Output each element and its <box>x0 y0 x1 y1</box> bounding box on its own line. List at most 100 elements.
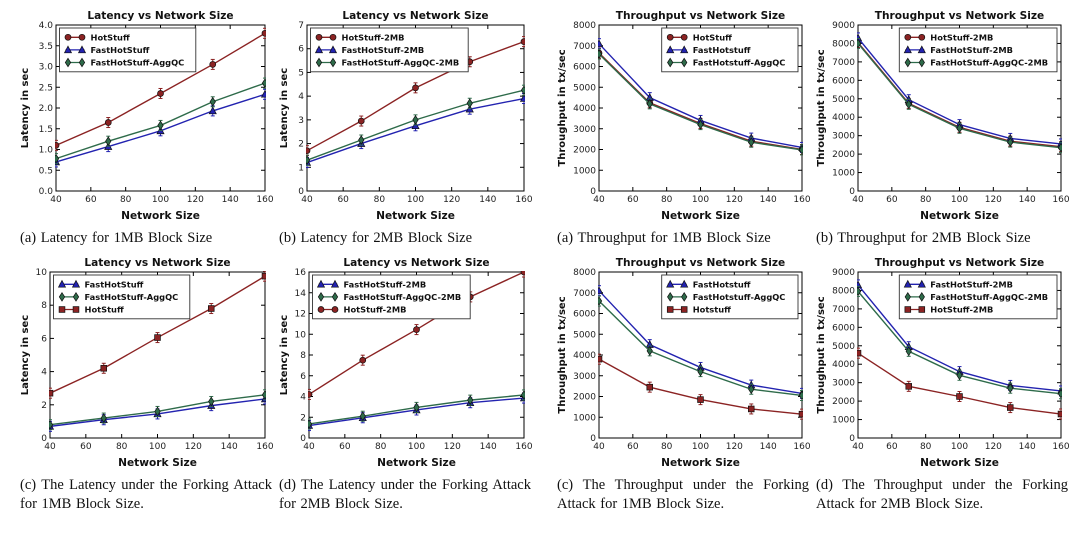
svg-text:7000: 7000 <box>573 288 596 298</box>
svg-text:3.5: 3.5 <box>39 42 53 52</box>
svg-text:FastHotStuff-2MB: FastHotStuff-2MB <box>342 45 425 55</box>
svg-text:14: 14 <box>295 288 307 298</box>
svg-text:9000: 9000 <box>832 268 855 278</box>
svg-text:0: 0 <box>590 434 596 444</box>
svg-text:140: 140 <box>222 195 239 205</box>
svg-text:2000: 2000 <box>832 397 855 407</box>
svg-text:3000: 3000 <box>832 378 855 388</box>
svg-text:140: 140 <box>760 442 777 452</box>
svg-text:HotStuff-2MB: HotStuff-2MB <box>930 32 993 42</box>
svg-text:Latency vs Network Size: Latency vs Network Size <box>343 257 489 269</box>
svg-text:160: 160 <box>515 195 532 205</box>
svg-text:3000: 3000 <box>832 132 855 142</box>
svg-text:0.0: 0.0 <box>39 187 54 197</box>
svg-text:4.0: 4.0 <box>39 21 54 31</box>
figure-panel: Latency vs Network Size Latency in sec Net… <box>18 8 1070 515</box>
svg-text:100: 100 <box>408 442 425 452</box>
svg-text:5000: 5000 <box>832 341 855 351</box>
svg-text:3: 3 <box>298 116 304 126</box>
svg-text:40: 40 <box>593 195 605 205</box>
svg-text:Throughput vs Network Size: Throughput vs Network Size <box>875 257 1044 269</box>
svg-text:0: 0 <box>849 187 855 197</box>
svg-text:80: 80 <box>374 195 386 205</box>
svg-text:80: 80 <box>661 195 673 205</box>
svg-text:60: 60 <box>627 442 639 452</box>
svg-text:9000: 9000 <box>832 21 855 31</box>
svg-text:Network Size: Network Size <box>920 457 999 469</box>
svg-text:7: 7 <box>298 21 304 31</box>
svg-text:FastHotStuff-2MB: FastHotStuff-2MB <box>930 279 1013 289</box>
svg-text:1000: 1000 <box>573 413 596 423</box>
svg-text:100: 100 <box>149 442 166 452</box>
figure-latency-forking-2mb: Latency vs Network Size Latency in sec Net… <box>277 255 533 515</box>
svg-text:5000: 5000 <box>573 330 596 340</box>
svg-text:100: 100 <box>152 195 169 205</box>
svg-text:FastHotStuff-AggQC-2MB: FastHotStuff-AggQC-2MB <box>342 58 460 68</box>
svg-text:FastHotStuff: FastHotStuff <box>85 279 144 289</box>
svg-text:140: 140 <box>760 195 777 205</box>
svg-text:40: 40 <box>303 442 315 452</box>
svg-text:2000: 2000 <box>832 150 855 160</box>
svg-text:FastHotstuff: FastHotstuff <box>693 45 751 55</box>
svg-text:5000: 5000 <box>573 83 596 93</box>
svg-text:0: 0 <box>298 187 304 197</box>
svg-text:120: 120 <box>444 442 461 452</box>
svg-text:2000: 2000 <box>573 392 596 402</box>
svg-text:80: 80 <box>920 195 932 205</box>
svg-text:HotStuff-2MB: HotStuff-2MB <box>930 304 993 314</box>
svg-text:7000: 7000 <box>573 42 596 52</box>
caption-throughput-2mb: (b) Throughput for 2MB Block Size <box>816 230 1031 246</box>
svg-text:140: 140 <box>1019 442 1036 452</box>
svg-text:HotStuff-2MB: HotStuff-2MB <box>342 32 405 42</box>
caption-latency-2mb: (b) Latency for 2MB Block Size <box>279 230 473 246</box>
svg-text:Throughput vs Network Size: Throughput vs Network Size <box>616 257 785 269</box>
svg-text:2.5: 2.5 <box>39 83 53 93</box>
svg-text:40: 40 <box>44 442 56 452</box>
svg-text:7000: 7000 <box>832 304 855 314</box>
throughput-1mb-chart: Throughput vs Network Size Throughput in … <box>557 10 811 222</box>
svg-text:Latency in sec: Latency in sec <box>279 314 290 394</box>
svg-text:6000: 6000 <box>832 76 855 86</box>
latency-1mb-chart: Latency vs Network Size Latency in sec Net… <box>20 10 274 222</box>
svg-text:8: 8 <box>41 301 47 311</box>
svg-text:6000: 6000 <box>832 323 855 333</box>
svg-text:5000: 5000 <box>832 95 855 105</box>
svg-text:1000: 1000 <box>832 169 855 179</box>
svg-text:Throughput in tx/sec: Throughput in tx/sec <box>816 49 827 166</box>
svg-text:Network Size: Network Size <box>376 210 455 222</box>
svg-text:3.0: 3.0 <box>39 63 54 73</box>
svg-text:2: 2 <box>300 413 306 423</box>
svg-text:2000: 2000 <box>573 146 596 156</box>
svg-text:0: 0 <box>849 434 855 444</box>
svg-text:FastHotstuff-AggQC: FastHotstuff-AggQC <box>693 291 786 301</box>
svg-text:120: 120 <box>985 195 1002 205</box>
svg-text:HotStuff: HotStuff <box>693 32 732 42</box>
svg-text:160: 160 <box>793 195 810 205</box>
svg-text:60: 60 <box>339 442 351 452</box>
svg-text:160: 160 <box>256 442 273 452</box>
svg-text:2.0: 2.0 <box>39 104 54 114</box>
svg-text:100: 100 <box>692 195 709 205</box>
svg-text:2: 2 <box>298 140 304 150</box>
svg-text:120: 120 <box>187 195 204 205</box>
svg-text:140: 140 <box>480 442 497 452</box>
svg-text:HotStuff: HotStuff <box>85 304 124 314</box>
svg-text:8000: 8000 <box>832 286 855 296</box>
svg-text:12: 12 <box>295 309 306 319</box>
figure-latency-1mb: Latency vs Network Size Latency in sec Net… <box>18 8 274 249</box>
svg-text:80: 80 <box>116 442 128 452</box>
latency-forking-2mb-chart: Latency vs Network Size Latency in sec Net… <box>279 257 533 469</box>
svg-text:Latency in sec: Latency in sec <box>20 314 31 394</box>
svg-text:8000: 8000 <box>573 268 596 278</box>
caption-latency-forking-2mb: (d) The Latency under the Forking Attack… <box>279 476 531 513</box>
svg-text:40: 40 <box>852 195 864 205</box>
svg-text:0: 0 <box>300 434 306 444</box>
svg-text:6: 6 <box>41 334 47 344</box>
svg-text:6: 6 <box>298 45 304 55</box>
svg-text:80: 80 <box>375 442 387 452</box>
svg-text:80: 80 <box>661 442 673 452</box>
svg-text:60: 60 <box>886 442 898 452</box>
svg-text:60: 60 <box>886 195 898 205</box>
svg-text:Network Size: Network Size <box>121 210 200 222</box>
svg-text:8000: 8000 <box>573 21 596 31</box>
